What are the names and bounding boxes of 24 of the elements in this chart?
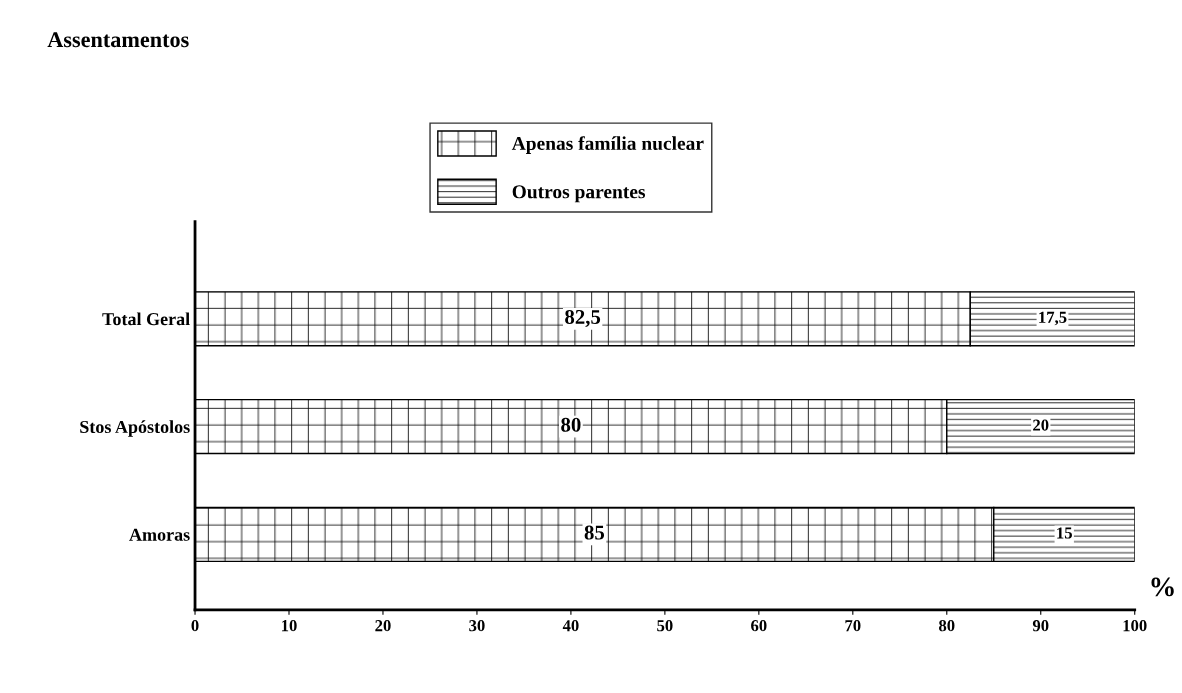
x-tick-label: 90 xyxy=(1032,620,1049,632)
legend-label: Apenas família nuclear xyxy=(511,136,704,154)
x-tick-label: 10 xyxy=(282,620,297,632)
x-tick-label: 70 xyxy=(845,620,861,632)
data-label: 80 xyxy=(561,417,581,432)
x-tick-label: 100 xyxy=(1123,620,1147,632)
x-tick-label: 0 xyxy=(191,620,199,632)
x-tick-label: 60 xyxy=(751,620,767,632)
y-tick-label: Stos Apóstolos xyxy=(80,420,190,437)
text: Assentamentos xyxy=(47,32,189,48)
data-label: 82,5 xyxy=(565,309,601,328)
data-label: 85 xyxy=(584,525,605,540)
x-tick-label: 40 xyxy=(562,620,579,632)
x-axis-title: % xyxy=(1151,577,1174,597)
y-tick-label: Amoras xyxy=(129,528,190,541)
y-tick-label: Total Geral xyxy=(102,312,190,326)
legend-label: Outros parentes xyxy=(512,185,646,203)
x-tick-label: 50 xyxy=(657,620,673,632)
data-label: 17,5 xyxy=(1039,311,1067,326)
data-label: 20 xyxy=(1033,419,1049,431)
x-tick-label: 30 xyxy=(469,620,485,632)
x-tick-label: 20 xyxy=(375,620,391,632)
x-tick-label: 80 xyxy=(939,620,955,632)
data-label: 15 xyxy=(1057,527,1072,539)
